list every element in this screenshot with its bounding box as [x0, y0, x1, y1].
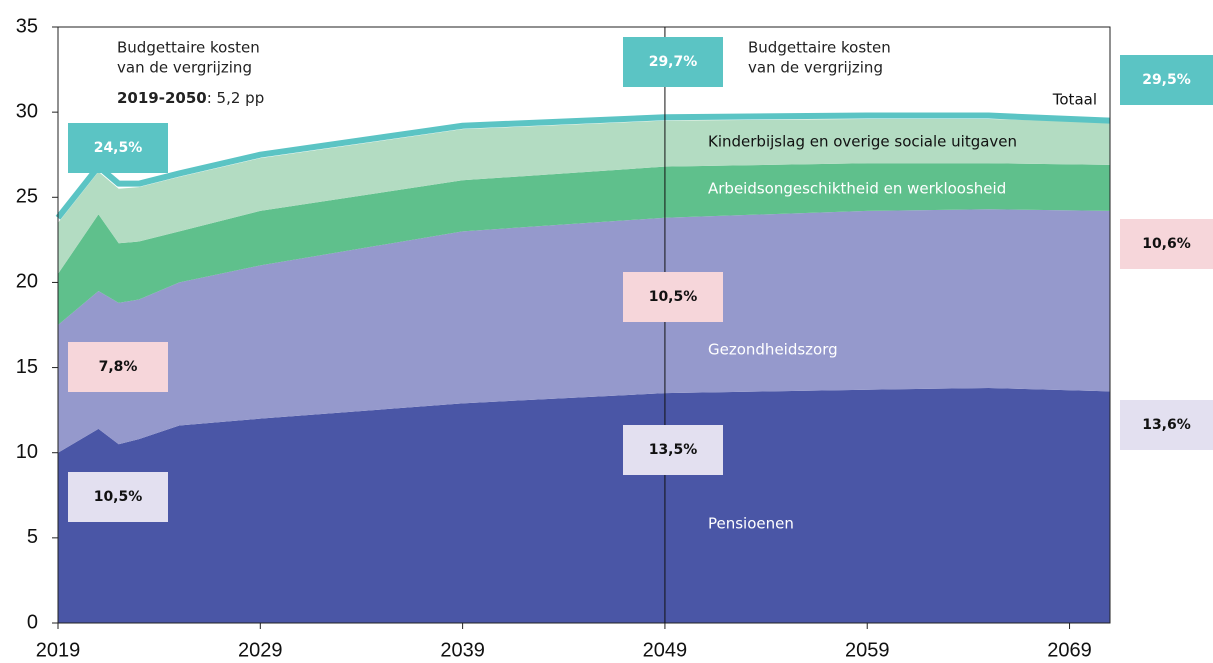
y-tick-label: 25: [16, 186, 38, 208]
annotation-box: [1120, 400, 1213, 450]
x-tick-label: 2029: [238, 639, 283, 661]
note-bold: 2019-2050: [117, 89, 207, 107]
note-rest: : 5,2 pp: [207, 89, 265, 107]
annotation-label: 10,5%: [94, 489, 143, 505]
total-line: [55, 112, 1111, 220]
series-label: Totaal: [1052, 91, 1097, 109]
annotation-box: [623, 37, 723, 87]
y-tick-label: 10: [16, 441, 38, 463]
series-label: Arbeidsongeschiktheid en werkloosheid: [708, 180, 1006, 198]
annotation-box: [68, 123, 168, 173]
annotation-box: [68, 472, 168, 522]
area: [58, 163, 1110, 325]
annotation-box: [1120, 55, 1213, 105]
area: [58, 388, 1110, 623]
annotation-label: 13,5%: [649, 442, 698, 458]
annotation-box: [68, 342, 168, 392]
annotation-label: 10,5%: [649, 289, 698, 305]
annotation-label: 29,7%: [649, 54, 698, 70]
y-tick-label: 0: [27, 611, 38, 633]
y-tick-label: 15: [16, 356, 38, 378]
annotation-box: [623, 272, 723, 322]
note: Budgettaire kosten: [748, 39, 891, 57]
plot-frame: [57, 26, 1111, 624]
y-tick-label: 30: [16, 100, 38, 122]
x-tick-label: 2059: [845, 639, 890, 661]
x-tick-label: 2069: [1047, 639, 1092, 661]
annotation-label: 24,5%: [94, 140, 143, 156]
note: Budgettaire kosten: [117, 39, 260, 57]
note: van de vergrijzing: [117, 59, 252, 77]
series-label: Kinderbijslag en overige sociale uitgave…: [708, 133, 1017, 151]
x-tick-label: 2049: [643, 639, 688, 661]
series-label: Gezondheidszorg: [708, 341, 838, 359]
annotation-box: [623, 425, 723, 475]
area: [58, 118, 1110, 274]
annotation-label: 10,6%: [1142, 236, 1191, 252]
note: 2019-2050: 5,2 pp: [117, 89, 264, 107]
y-tick-label: 20: [16, 271, 38, 293]
y-tick-label: 5: [27, 526, 38, 548]
x-tick-label: 2019: [36, 639, 81, 661]
series-label: Pensioenen: [708, 515, 794, 533]
y-tick-label: 35: [16, 15, 38, 37]
annotation-box: [1120, 219, 1213, 269]
area: [58, 209, 1110, 453]
annotation-label: 13,6%: [1142, 417, 1191, 433]
x-tick-label: 2039: [440, 639, 485, 661]
note: van de vergrijzing: [748, 59, 883, 77]
annotation-label: 29,5%: [1142, 72, 1191, 88]
annotation-label: 7,8%: [99, 359, 138, 375]
